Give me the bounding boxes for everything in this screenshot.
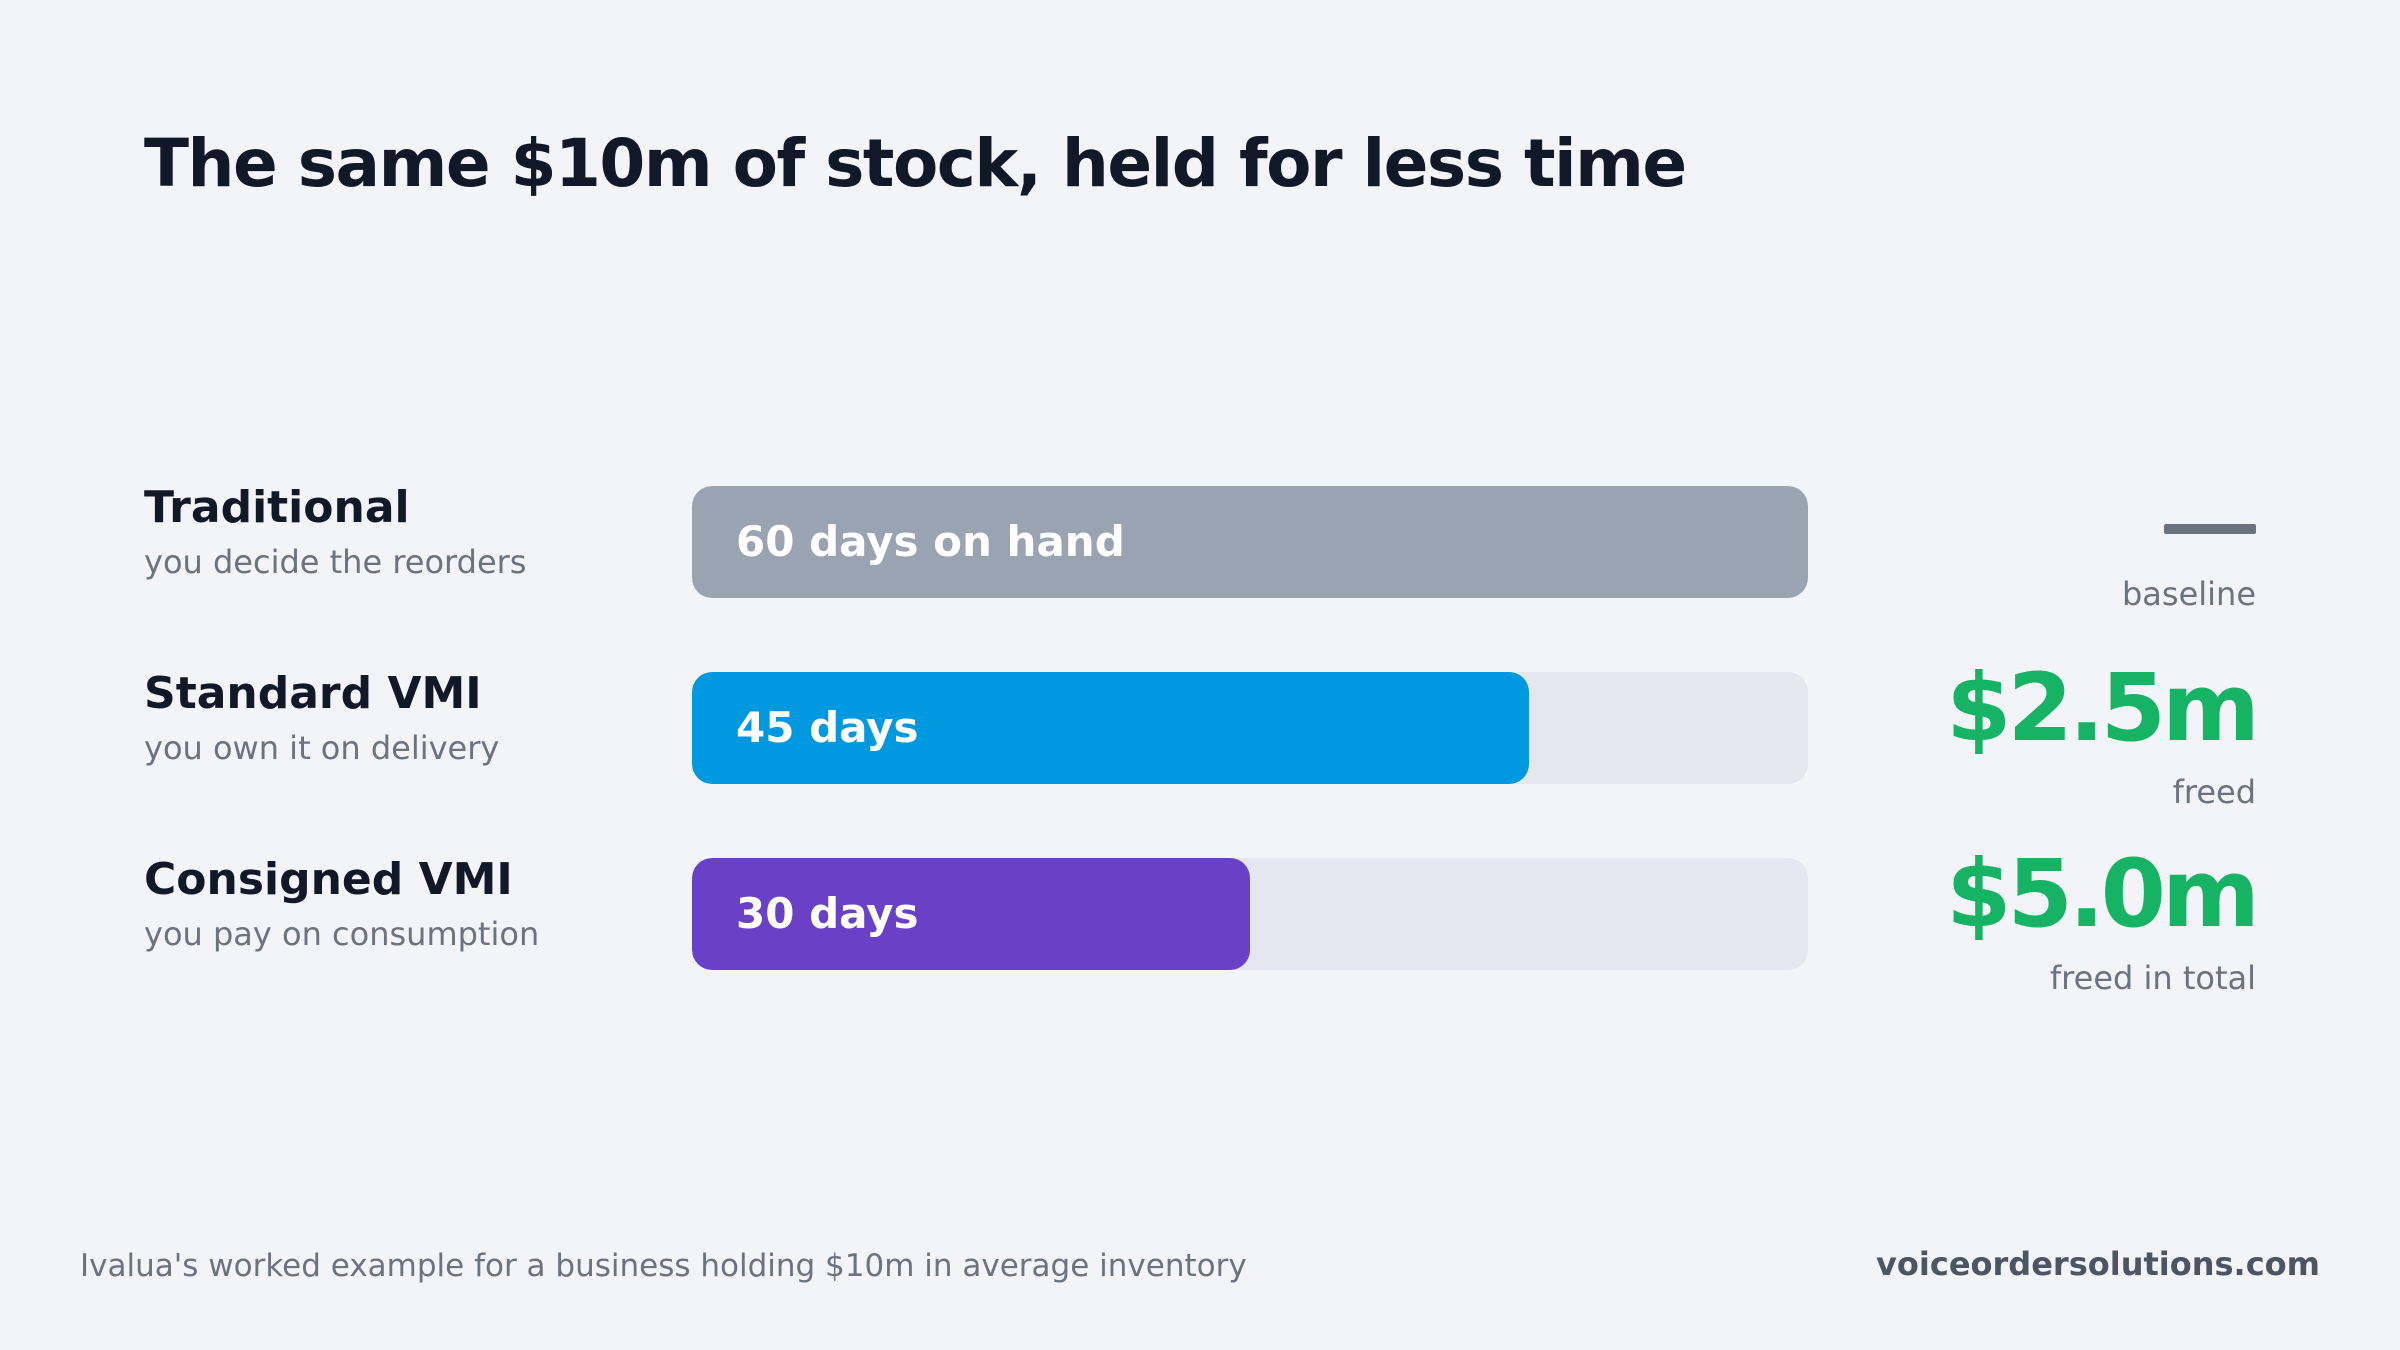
bar-track: 60 days on hand bbox=[692, 486, 1808, 598]
chart-row: Traditional you decide the reorders 60 day… bbox=[0, 482, 2400, 636]
result-caption: baseline bbox=[2121, 575, 2256, 613]
bar-mark: 45 days bbox=[692, 672, 1529, 784]
result-caption: freed in total bbox=[2049, 959, 2256, 997]
bar-mark: 60 days on hand bbox=[692, 486, 1808, 598]
bar-data-label: 45 days bbox=[736, 703, 919, 752]
chart-title: The same $10m of stock, held for less ti… bbox=[144, 125, 1687, 202]
row-subtitle: you pay on consumption bbox=[144, 915, 540, 953]
row-category-label: Traditional bbox=[144, 482, 410, 533]
row-category-label: Consigned VMI bbox=[144, 854, 513, 905]
baseline-dash-icon bbox=[2164, 524, 2256, 534]
chart-row: Standard VMI you own it on delivery 45 day… bbox=[0, 654, 2400, 822]
bar-data-label: 30 days bbox=[736, 889, 919, 938]
freed-amount: $2.5m bbox=[1946, 654, 2260, 763]
freed-amount: $5.0m bbox=[1946, 840, 2260, 949]
row-subtitle: you decide the reorders bbox=[144, 543, 527, 581]
result-caption: freed bbox=[2172, 773, 2256, 811]
brand-link[interactable]: voiceordersolutions.com bbox=[1876, 1245, 2320, 1283]
source-note: Ivalua's worked example for a business h… bbox=[80, 1248, 1247, 1284]
bar-track: 45 days bbox=[692, 672, 1808, 784]
row-subtitle: you own it on delivery bbox=[144, 729, 500, 767]
bar-data-label: 60 days on hand bbox=[736, 517, 1125, 566]
chart-row: Consigned VMI you pay on consumption 30 da… bbox=[0, 840, 2400, 1008]
row-category-label: Standard VMI bbox=[144, 668, 482, 719]
bar-track: 30 days bbox=[692, 858, 1808, 970]
bar-mark: 30 days bbox=[692, 858, 1250, 970]
